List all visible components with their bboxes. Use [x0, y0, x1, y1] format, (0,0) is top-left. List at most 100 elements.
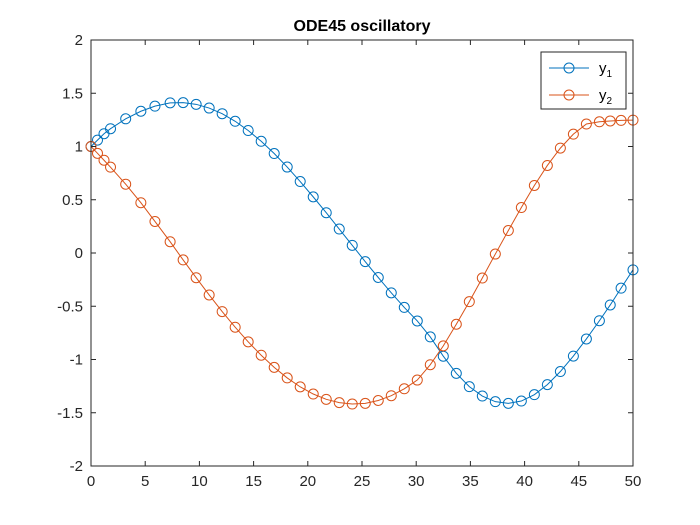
data-point	[604, 299, 616, 311]
data-point	[216, 108, 228, 120]
data-point	[294, 176, 306, 188]
data-point	[463, 296, 475, 308]
data-point	[164, 236, 176, 248]
data-point	[333, 397, 345, 409]
data-point	[554, 366, 566, 378]
data-point	[437, 340, 449, 352]
data-point	[580, 333, 592, 345]
data-point	[333, 223, 345, 235]
data-point	[203, 102, 215, 114]
data-point	[515, 202, 527, 214]
data-point	[120, 113, 132, 125]
data-point	[398, 383, 410, 395]
data-point	[281, 161, 293, 173]
x-tick-label: 50	[625, 473, 642, 490]
data-point	[281, 372, 293, 384]
chart-title: ODE45 oscillatory	[294, 18, 431, 35]
x-tick-label: 25	[354, 473, 371, 490]
x-tick-label: 45	[570, 473, 587, 490]
data-point	[489, 396, 501, 408]
data-point	[359, 397, 371, 409]
y-tick-label: 0	[75, 245, 83, 262]
data-point	[255, 135, 267, 147]
data-point	[320, 393, 332, 405]
data-point	[489, 248, 501, 260]
data-point	[177, 254, 189, 266]
x-tick-label: 20	[299, 473, 316, 490]
y-tick-label: -2	[70, 458, 83, 475]
legend-label: y2	[599, 87, 613, 107]
data-point	[177, 97, 189, 109]
data-point	[515, 395, 527, 407]
data-point	[615, 114, 627, 126]
data-point	[398, 301, 410, 313]
y-tick-label: 0.5	[62, 192, 83, 209]
data-point	[92, 134, 103, 146]
series-line-y2	[90, 119, 634, 405]
data-point	[149, 100, 161, 112]
data-point	[216, 306, 228, 318]
data-point	[450, 318, 462, 330]
legend-item-y1: y1	[549, 60, 613, 80]
data-point	[372, 272, 384, 283]
x-tick-label: 5	[141, 473, 149, 490]
y-tick-label: 1	[75, 139, 83, 156]
data-point	[229, 115, 241, 127]
data-point	[450, 367, 462, 379]
data-point	[346, 239, 358, 251]
data-point	[502, 225, 514, 237]
y-tick-label: -0.5	[57, 298, 83, 315]
data-point	[255, 349, 267, 361]
data-point	[541, 159, 553, 171]
data-point	[554, 142, 566, 154]
data-point	[372, 395, 384, 406]
data-point	[105, 161, 117, 173]
axes-background	[91, 40, 633, 466]
axes-area	[91, 40, 633, 466]
data-point	[463, 381, 475, 393]
data-point	[476, 390, 488, 402]
data-point	[580, 118, 592, 130]
data-point	[164, 97, 176, 109]
data-point	[346, 398, 358, 410]
x-tick-label: 40	[516, 473, 533, 490]
data-point	[604, 115, 616, 127]
data-point	[190, 98, 202, 110]
data-point	[385, 390, 397, 402]
legend-label: y1	[599, 60, 613, 80]
data-point	[135, 197, 147, 209]
data-point	[242, 336, 254, 348]
y-tick-label: 2	[75, 32, 83, 49]
legend-swatch-marker	[563, 89, 575, 101]
data-point	[528, 389, 540, 401]
legend-swatch-marker	[563, 62, 575, 74]
data-point	[359, 256, 371, 268]
x-tick-label: 15	[245, 473, 262, 490]
y-tick-label: 1.5	[62, 85, 83, 102]
x-tick-label: 35	[462, 473, 479, 490]
data-point	[203, 289, 215, 301]
data-point	[120, 178, 132, 190]
data-point	[541, 379, 553, 391]
data-point	[105, 123, 117, 135]
data-point	[424, 359, 436, 371]
data-point	[307, 191, 319, 203]
data-point	[411, 374, 423, 386]
series-line-y1	[90, 102, 634, 404]
y-tick-label: -1	[70, 352, 83, 369]
series-layer	[85, 97, 639, 410]
legend-box	[540, 51, 627, 110]
data-point	[268, 148, 280, 160]
data-point	[424, 331, 436, 343]
x-tick-label: 0	[87, 473, 95, 490]
data-point	[229, 321, 241, 333]
series-y2	[85, 114, 639, 410]
data-point	[98, 154, 110, 166]
data-point	[135, 105, 147, 117]
data-point	[615, 282, 627, 294]
data-point	[593, 116, 605, 128]
data-point	[320, 207, 332, 219]
